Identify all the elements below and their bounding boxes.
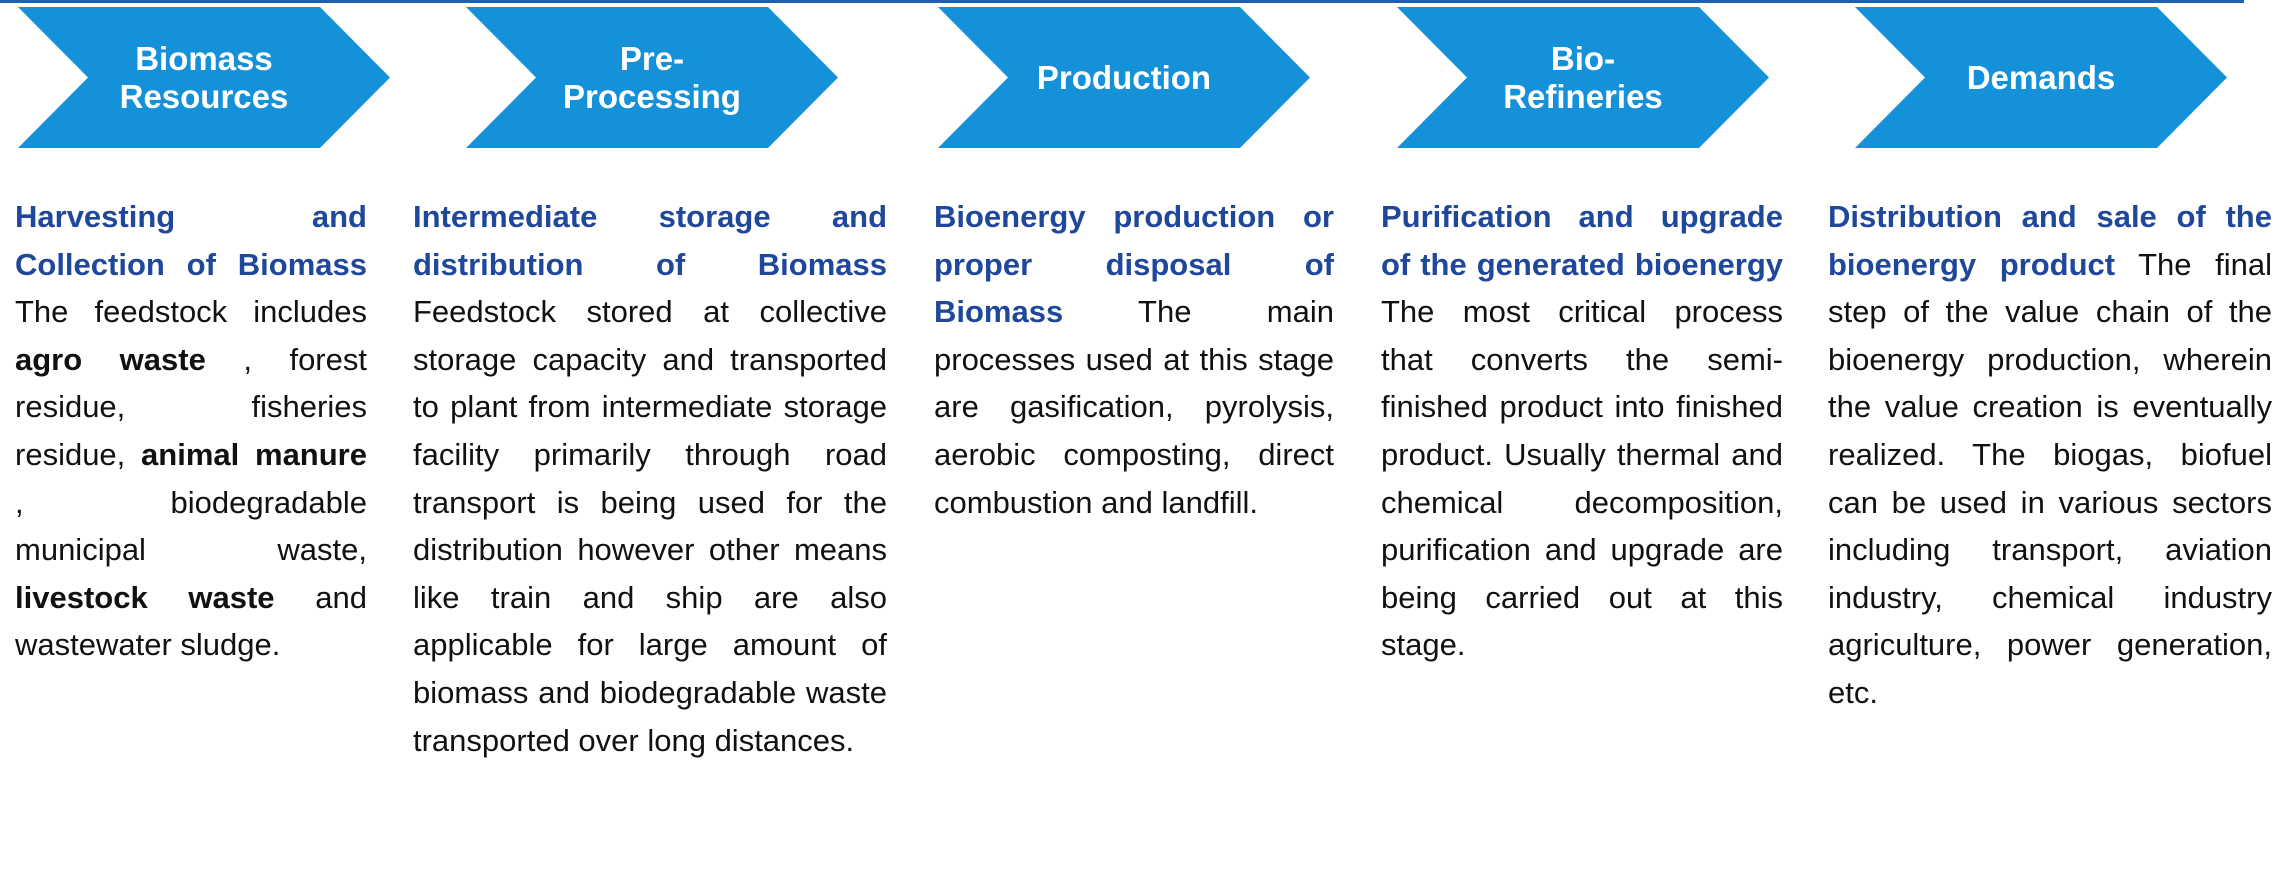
chevron-fill: [1397, 7, 1769, 148]
label-text: Bio-Refineries: [1503, 39, 1663, 115]
label-text: Biomass Resources: [119, 39, 289, 115]
bold-text: agro waste: [15, 341, 206, 377]
body-text: , forest residue, fisheries residue,: [15, 341, 367, 472]
label-text: Pre-Processing: [563, 39, 741, 115]
chevron-label: Biomass Resources: [73, 7, 335, 148]
label-text: Demands: [1966, 58, 2116, 96]
label-text: Production: [1036, 58, 1212, 96]
stage-description: Purification and upgrade of the generate…: [1381, 193, 1783, 669]
chevron: Production: [938, 7, 1310, 148]
stage-description: Harvesting and Collection of Biomass The…: [15, 193, 367, 669]
body-text: The feedstock includes: [15, 294, 367, 330]
bold-text: animal manure: [141, 436, 367, 472]
body-text: The final step of the value chain of the…: [1828, 246, 2272, 710]
chevron-label: Demands: [1910, 7, 2172, 148]
chevron-label: Pre-Processing: [521, 7, 783, 148]
chevron-shape: [1397, 7, 1769, 148]
stage-heading: Intermediate storage and distribution of…: [413, 199, 887, 282]
bold-text: livestock waste: [15, 579, 275, 615]
chevron-label: Production: [993, 7, 1255, 148]
chevron-fill: [18, 7, 390, 148]
body-text: , biodegradable municipal waste,: [15, 484, 367, 568]
chevron: Bio-Refineries: [1397, 7, 1769, 148]
body-text: and wastewater sludge.: [15, 579, 367, 663]
body-text: The most critical process that converts …: [1381, 294, 1783, 663]
chevron-fill: [938, 7, 1310, 148]
chevron: Pre-Processing: [466, 7, 838, 148]
top-rule: [0, 0, 2244, 3]
stage-description: Distribution and sale of the bioenergy p…: [1828, 193, 2272, 717]
chevron: Biomass Resources: [18, 7, 390, 148]
chevron-label: Bio-Refineries: [1452, 7, 1714, 148]
chevron-fill: [1855, 7, 2227, 148]
stage-description: Intermediate storage and distribution of…: [413, 193, 887, 764]
body-text: Feedstock stored at collective storage c…: [413, 294, 887, 758]
stage-heading: Bioenergy production or proper disposal …: [934, 199, 1334, 330]
stage-heading: Distribution and sale of the bioenergy p…: [1828, 199, 2272, 282]
chevron: Demands: [1855, 7, 2227, 148]
chevron-shape: [466, 7, 838, 148]
body-text: The main processes used at this stage ar…: [934, 294, 1334, 520]
chevron-shape: [18, 7, 390, 148]
stage-heading: Purification and upgrade of the generate…: [1381, 199, 1783, 282]
chevron-fill: [466, 7, 838, 148]
chevron-shape: [938, 7, 1310, 148]
stage-heading: Harvesting and Collection of Biomass: [15, 199, 367, 282]
chevron-shape: [1855, 7, 2227, 148]
stage-description: Bioenergy production or proper disposal …: [934, 193, 1334, 526]
